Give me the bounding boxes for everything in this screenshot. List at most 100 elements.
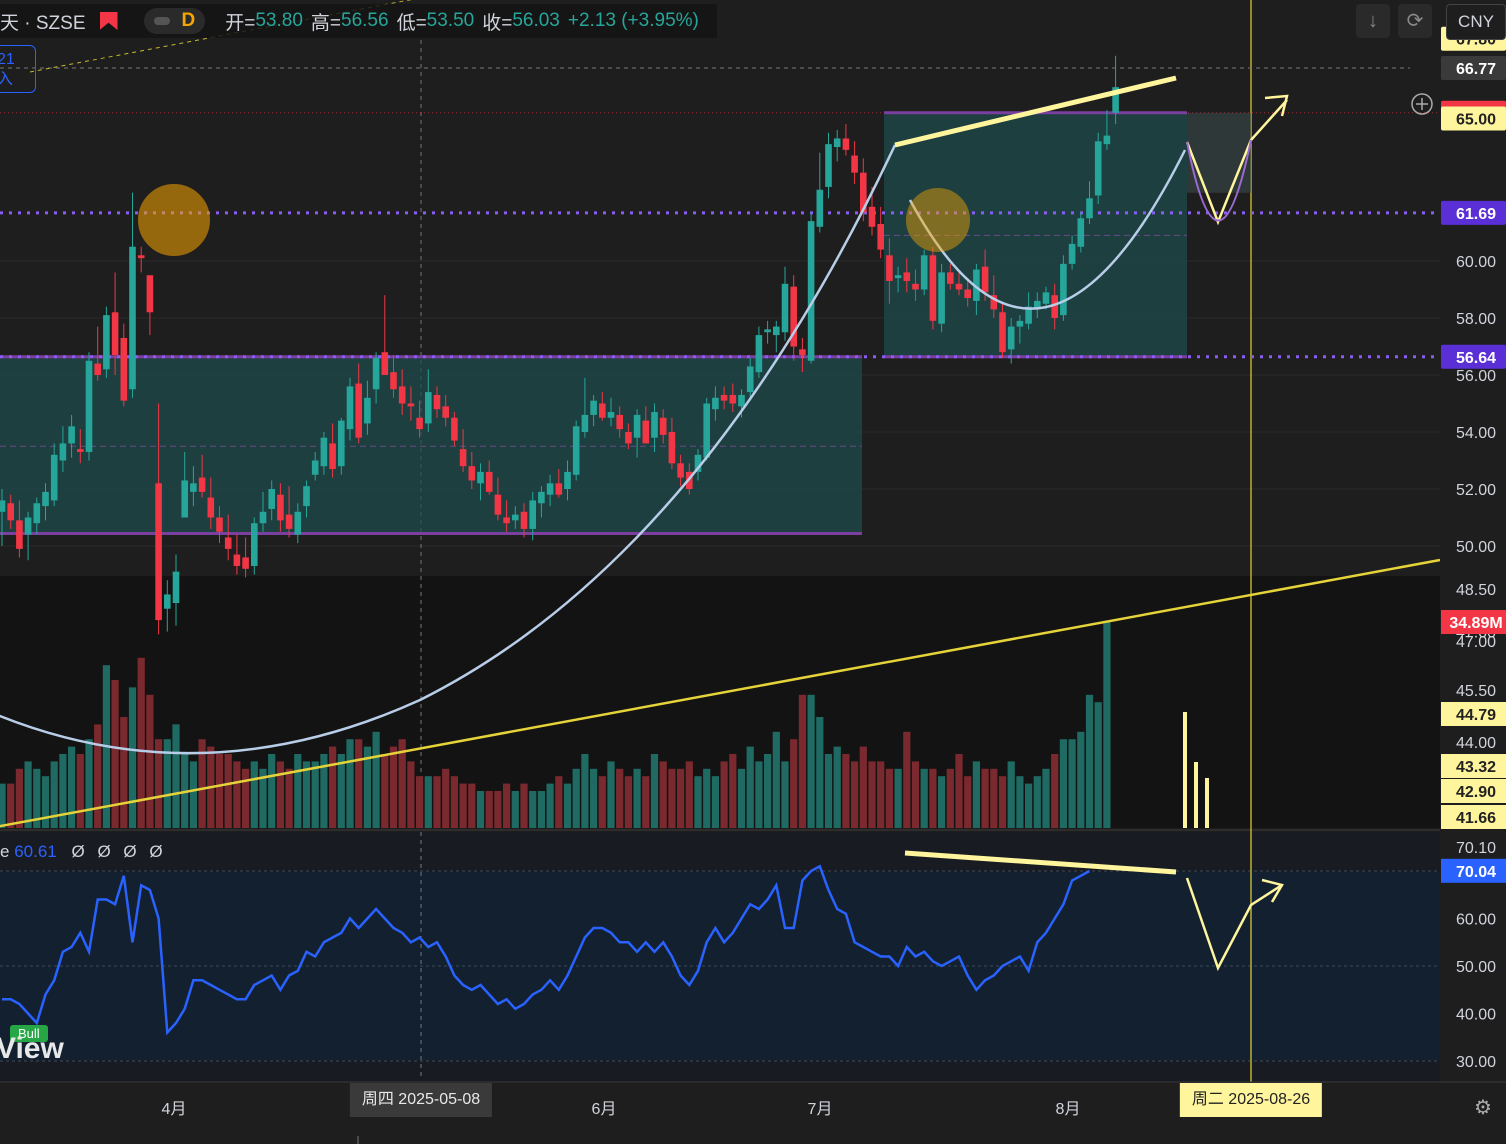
currency-button[interactable]: CNY <box>1446 4 1506 40</box>
candle-body <box>111 312 119 356</box>
price-tag-box <box>1441 56 1506 81</box>
low-value: 53.50 <box>426 10 475 31</box>
toggle-icon <box>153 17 170 25</box>
volume-tag-box <box>1441 610 1506 634</box>
candle-body <box>77 449 84 452</box>
candle-body <box>364 397 371 424</box>
candle-body <box>790 286 797 347</box>
candle-body <box>33 503 41 524</box>
indicator-legend[interactable]: e 60.61 Ø Ø Ø Ø <box>0 842 171 862</box>
candle-body <box>1060 263 1067 316</box>
volume-bar <box>833 746 841 828</box>
volume-bar <box>563 783 572 828</box>
volume-bar <box>285 768 293 828</box>
candle-body <box>338 420 345 467</box>
volume-bar <box>346 739 354 828</box>
volume-bar <box>407 761 415 828</box>
candle-body <box>372 357 380 390</box>
candle-body <box>703 403 710 458</box>
candle-body <box>720 394 728 401</box>
settings-icon[interactable]: ⚙ <box>1474 1097 1492 1119</box>
volume-bar <box>911 761 920 828</box>
candle-body <box>581 414 589 432</box>
rsi-value-tag-box <box>1441 858 1506 883</box>
volume-bar <box>311 761 319 828</box>
x-tick-aug: 8月 <box>1055 1101 1081 1118</box>
candle-body <box>42 491 49 507</box>
symbol-name[interactable]: 天 · SZSE <box>0 12 86 34</box>
volume-bar <box>972 761 980 828</box>
candle-body <box>477 471 484 484</box>
high-value: 56.56 <box>341 10 389 31</box>
candle-body <box>607 412 615 418</box>
crosshair-date-label: 周四 2025-05-08 <box>349 1083 493 1117</box>
volume-bar <box>746 746 754 828</box>
candle-body <box>294 511 302 535</box>
volume-bar <box>520 783 528 828</box>
alert-badge[interactable]: 21 入 <box>0 45 36 93</box>
volume-bar <box>824 754 833 828</box>
cup-curve-small <box>908 149 1187 310</box>
candle-body <box>207 497 215 518</box>
volume-tick-label: 47.00 <box>1456 634 1496 651</box>
indicator-empty-1: Ø <box>71 842 85 861</box>
volume-bar <box>7 783 15 828</box>
candle-body <box>572 426 580 475</box>
volume-bar <box>120 717 128 828</box>
price-tick-label: 56.00 <box>1456 368 1496 385</box>
candle-body <box>616 414 623 430</box>
volume-bar <box>242 768 250 828</box>
candle-body <box>398 386 406 404</box>
volume-bar <box>998 776 1007 828</box>
volume-bar <box>320 754 328 828</box>
candle-body <box>555 483 563 495</box>
refresh-button[interactable]: ⟳ <box>1398 4 1432 38</box>
volume-bar <box>468 783 476 828</box>
projection-path <box>1185 99 1288 226</box>
candle-body <box>50 454 58 501</box>
refresh-icon: ⟳ <box>1406 10 1424 32</box>
volume-tag-label: 43.32 <box>1456 759 1496 776</box>
trend-line-rising <box>0 558 1441 828</box>
rsi-tick-label: 60.00 <box>1456 912 1496 929</box>
volume-bar <box>337 754 345 828</box>
volume-bar <box>529 791 537 828</box>
symbol-header: 天 · SZSE D 开= 53.80 高= 56.56 低= 53.50 收= 56.… <box>0 4 717 38</box>
volume-bar <box>781 761 789 828</box>
candle-body <box>433 394 441 410</box>
volume-bar <box>955 754 963 828</box>
volume-bar <box>703 768 711 828</box>
candle-body <box>155 483 162 621</box>
volume-bar <box>764 754 772 828</box>
volume-bar <box>807 694 815 828</box>
volume-bar <box>772 731 780 828</box>
volume-bar <box>137 657 145 828</box>
volume-bar <box>616 768 624 828</box>
candle-body <box>755 335 763 373</box>
candle-body <box>172 571 180 603</box>
candle-body <box>277 494 284 521</box>
rsi-tick-label: 70.10 <box>1456 840 1496 857</box>
candle-body <box>773 326 780 336</box>
flag-icon[interactable] <box>99 12 118 30</box>
price-tick-label: 48.50 <box>1456 582 1496 599</box>
volume-bar <box>859 746 867 828</box>
volume-bar <box>41 776 50 828</box>
scroll-down-button[interactable]: ↓ <box>1356 4 1390 38</box>
volume-bar <box>398 739 406 828</box>
candle-body <box>955 283 963 290</box>
volume-bar <box>329 746 337 828</box>
volume-bar <box>59 754 67 828</box>
candle-body <box>103 315 110 370</box>
candle-body <box>712 397 719 410</box>
candle-body <box>381 352 389 375</box>
volume-bar <box>816 717 824 828</box>
candle-body <box>224 537 232 549</box>
interval-selector[interactable]: D <box>143 8 206 34</box>
volume-bar <box>389 746 398 828</box>
candle-body <box>311 460 319 475</box>
volume-bar <box>720 761 728 828</box>
volume-bar <box>877 761 885 828</box>
candle-body <box>1042 292 1050 304</box>
